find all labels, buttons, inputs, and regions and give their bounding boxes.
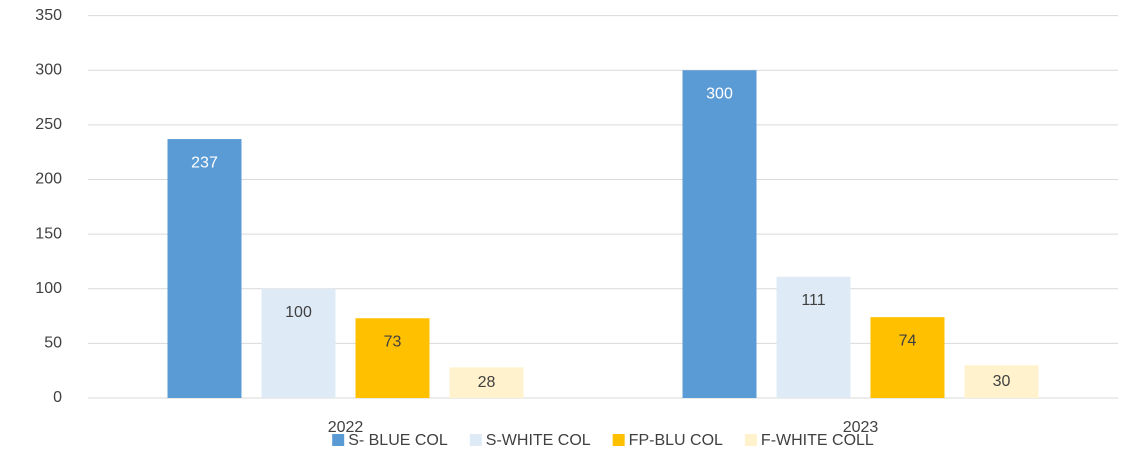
legend-swatch — [332, 434, 345, 446]
bar — [964, 365, 1039, 398]
data-label: 28 — [478, 374, 496, 391]
data-label: 300 — [706, 85, 733, 102]
bar — [682, 70, 757, 398]
y-tick-label: 0 — [53, 389, 62, 406]
data-label: 100 — [285, 304, 312, 321]
legend-swatch — [612, 434, 625, 446]
legend-label: S- BLUE COL — [348, 432, 448, 449]
x-tick-label: 2023 — [843, 419, 879, 436]
data-label: 73 — [384, 333, 402, 350]
data-label: 30 — [993, 373, 1011, 390]
data-label: 237 — [191, 154, 218, 171]
legend-label: S-WHITE COL — [486, 432, 591, 449]
data-label: 74 — [899, 332, 917, 349]
y-tick-label: 150 — [35, 225, 62, 242]
legend-label: F-WHITE COLL — [761, 432, 874, 449]
bar — [449, 367, 524, 398]
y-tick-label: 100 — [35, 280, 62, 297]
bar — [355, 318, 430, 398]
bar — [261, 288, 336, 398]
y-tick-label: 250 — [35, 116, 62, 133]
y-tick-label: 200 — [35, 171, 62, 188]
legend-swatch — [744, 434, 757, 446]
data-label: 111 — [801, 292, 825, 309]
y-tick-label: 300 — [35, 61, 62, 78]
y-tick-label: 350 — [35, 7, 62, 24]
bar — [776, 276, 851, 398]
y-tick-label: 50 — [44, 335, 62, 352]
bar — [870, 317, 945, 398]
legend-label: FP-BLU COL — [629, 432, 723, 449]
x-tick-label: 2022 — [328, 419, 364, 436]
legend-swatch — [469, 434, 482, 446]
bar — [167, 139, 242, 398]
